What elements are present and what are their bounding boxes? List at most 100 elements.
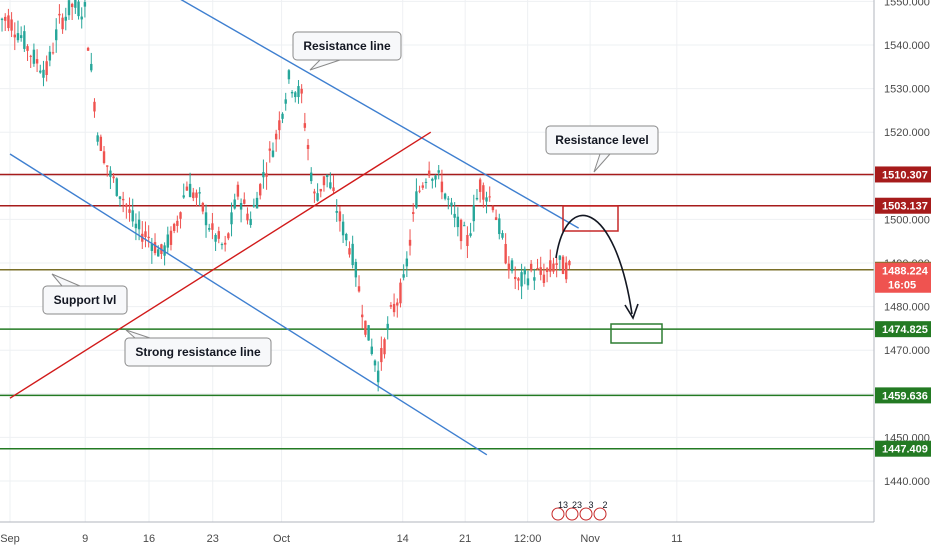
candle-body (421, 185, 424, 188)
callout-label: Resistance level (555, 133, 648, 147)
support-trendline[interactable] (9, 131, 432, 399)
level-price-text: 1459.636 (882, 390, 928, 402)
resistance-line[interactable] (131, 0, 579, 229)
candle-body (440, 181, 444, 193)
callout-label: Resistance line (303, 39, 391, 53)
candle-body (402, 274, 405, 278)
candle-body (549, 260, 552, 272)
candle-body (373, 360, 377, 366)
candle-body (211, 223, 214, 230)
event-flag-icon (593, 507, 607, 521)
candle-body (192, 192, 195, 199)
candle-body (542, 274, 546, 283)
candle-body (227, 233, 230, 239)
x-tick-label: 11 (671, 533, 682, 545)
callout-tail (593, 153, 611, 173)
x-tick-label: Nov (580, 533, 600, 545)
candle-body (102, 151, 106, 164)
y-tick-label: 1470.000 (884, 345, 930, 357)
candle-body (121, 198, 125, 201)
strong-resistance-line[interactable] (9, 153, 488, 456)
candle-body (325, 174, 329, 178)
callout-box (42, 285, 128, 315)
candle-body (494, 217, 498, 221)
callout-box (124, 337, 272, 367)
candle-body (169, 230, 173, 245)
candle-body (29, 55, 32, 57)
candle-body (482, 185, 485, 200)
candle-body (271, 150, 275, 157)
candle-body (472, 205, 475, 222)
candle-body (118, 196, 122, 199)
candle-body (236, 184, 240, 197)
candle-body (86, 47, 90, 51)
candle-body (58, 13, 61, 16)
candle-body (561, 256, 565, 274)
y-tick-label: 1500.000 (884, 214, 930, 226)
candle-body (466, 234, 469, 247)
candle-body (319, 188, 322, 192)
candle-body (558, 255, 562, 260)
candle-body (306, 144, 310, 149)
y-tick-label: 1550.000 (884, 0, 930, 8)
candle-body (517, 278, 520, 281)
candle-body (144, 231, 147, 238)
candle-body (510, 260, 514, 272)
candle-body (281, 113, 284, 119)
candle-body (469, 233, 472, 236)
candle-body (233, 199, 236, 209)
candle-body (4, 16, 7, 21)
candle-body (112, 176, 115, 179)
candle-body (424, 181, 428, 183)
candle-body (354, 261, 358, 278)
event-label: 2 (602, 500, 607, 510)
candle-body (405, 258, 409, 267)
level-price-tag (875, 440, 931, 457)
y-tick-label: 1480.000 (884, 302, 930, 314)
candle-body (128, 209, 131, 213)
candle-body (153, 242, 157, 254)
candle-body (255, 197, 259, 209)
projection-arrow (555, 214, 633, 315)
candle-body (313, 191, 316, 194)
candle-body (431, 178, 434, 181)
candle-body (201, 202, 205, 212)
candle-body (61, 17, 64, 30)
candle-body (13, 34, 16, 38)
candle-body (565, 262, 568, 280)
trendlines[interactable] (9, 0, 579, 456)
candle-body (370, 346, 373, 354)
candle-body (185, 186, 189, 191)
candle-body (290, 92, 294, 94)
candle-body (475, 197, 479, 200)
candle-body (179, 212, 182, 219)
x-tick-label: 14 (397, 533, 409, 545)
candle-body (533, 277, 536, 281)
candle-body (70, 3, 74, 8)
candle-body (220, 244, 224, 246)
candle-body (341, 221, 345, 236)
candle-body (300, 88, 303, 94)
candle-body (364, 320, 367, 335)
events-markers: 13 23 3 2 (551, 500, 608, 521)
candle-body (77, 1, 80, 17)
candle-body (329, 182, 332, 189)
time-axis[interactable]: Sep 9 16 23 Oct 14 21 12:00 Nov 11 (0, 521, 932, 550)
event-label: 3 (588, 500, 593, 510)
candle-body (7, 15, 10, 29)
time-axis-background (0, 522, 932, 550)
candle-body (51, 52, 55, 54)
countdown-text: 16:05 (888, 280, 916, 292)
candle-body (463, 225, 466, 227)
level-price-tag (875, 166, 931, 183)
candle-body (501, 233, 504, 238)
candle-body (166, 234, 169, 248)
candle-body (415, 191, 418, 208)
candle-body (90, 63, 93, 71)
candle-body (357, 286, 361, 292)
x-tick-label: 12:00 (514, 533, 542, 545)
candle-body (134, 223, 138, 229)
candle-body (137, 219, 141, 230)
candle-body (217, 231, 220, 239)
